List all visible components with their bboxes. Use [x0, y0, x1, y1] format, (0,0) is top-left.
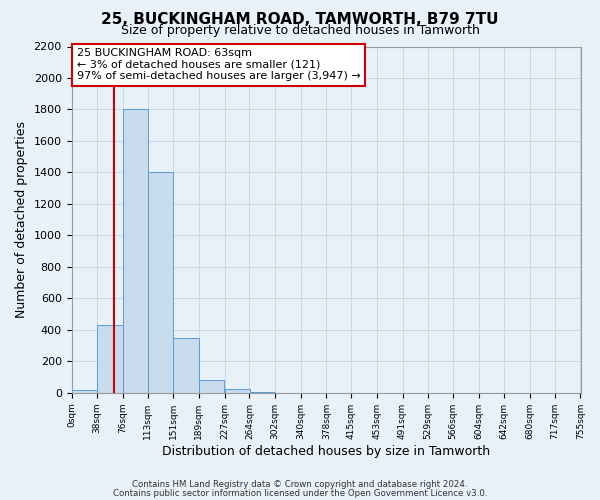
Text: Contains public sector information licensed under the Open Government Licence v3: Contains public sector information licen…: [113, 488, 487, 498]
Bar: [199, 380, 224, 393]
Bar: [250, 392, 275, 393]
Text: 25, BUCKINGHAM ROAD, TAMWORTH, B79 7TU: 25, BUCKINGHAM ROAD, TAMWORTH, B79 7TU: [101, 12, 499, 28]
Y-axis label: Number of detached properties: Number of detached properties: [15, 121, 28, 318]
Bar: [71, 390, 97, 393]
Text: Size of property relative to detached houses in Tamworth: Size of property relative to detached ho…: [121, 24, 479, 37]
Text: 25 BUCKINGHAM ROAD: 63sqm
← 3% of detached houses are smaller (121)
97% of semi-: 25 BUCKINGHAM ROAD: 63sqm ← 3% of detach…: [77, 48, 361, 82]
Bar: [97, 325, 122, 393]
Bar: [173, 338, 199, 393]
Bar: [123, 110, 148, 393]
Bar: [224, 389, 250, 393]
Bar: [148, 172, 173, 393]
X-axis label: Distribution of detached houses by size in Tamworth: Distribution of detached houses by size …: [162, 444, 490, 458]
Text: Contains HM Land Registry data © Crown copyright and database right 2024.: Contains HM Land Registry data © Crown c…: [132, 480, 468, 489]
